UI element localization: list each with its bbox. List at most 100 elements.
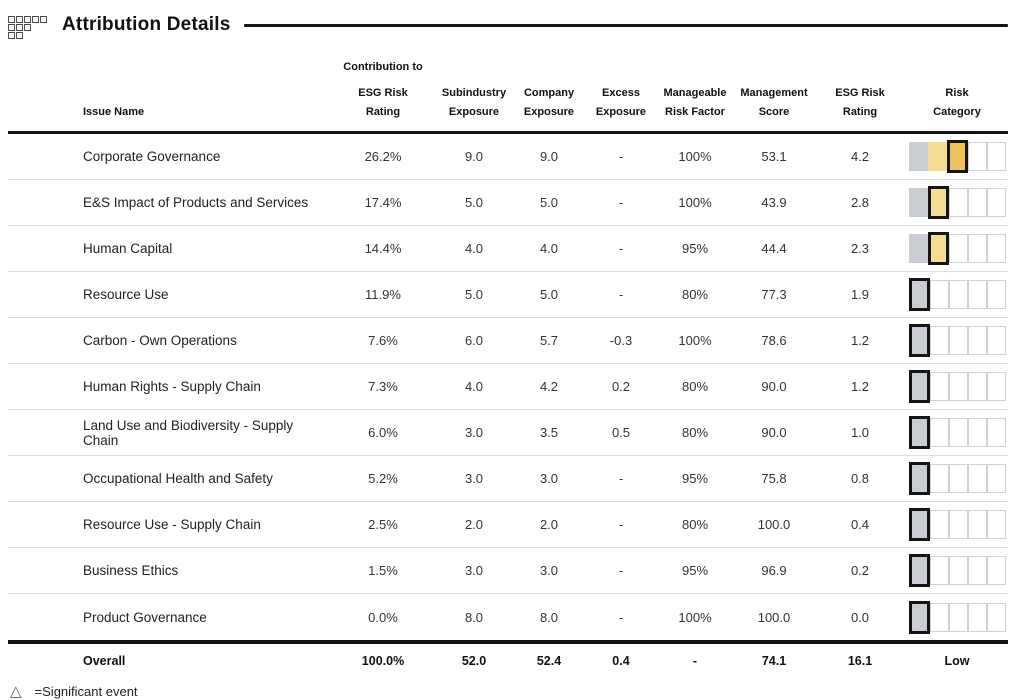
company-exposure-value: 5.0 (539, 287, 559, 302)
manageable-risk-factor-value: 95% (681, 471, 709, 486)
issue-name: Resource Use - Supply Chain (83, 517, 261, 532)
company-exposure-value: 4.2 (539, 379, 559, 394)
table-row: Occupational Health and Safety 5.2% 3.0 … (8, 456, 1008, 502)
subindustry-exposure-value: 2.0 (464, 517, 484, 532)
manageable-risk-factor-value: 100% (678, 195, 712, 210)
contribution-value: 11.9% (365, 287, 401, 302)
risk-category-indicator (906, 324, 1008, 357)
risk-level-box (948, 326, 968, 355)
risk-level-box (929, 556, 949, 585)
risk-level-box (986, 556, 1006, 585)
risk-level-box (929, 418, 949, 447)
triangle-icon: △ (10, 682, 22, 700)
title-rule (244, 23, 1008, 27)
risk-category-indicator (906, 508, 1008, 541)
overall-manageable-risk-factor-value: - (692, 654, 698, 668)
esg-risk-rating-value: 1.2 (850, 333, 870, 348)
risk-category-indicator (906, 140, 1008, 173)
risk-level-box (929, 510, 949, 539)
company-exposure-value: 5.0 (539, 195, 559, 210)
risk-level-box (948, 556, 968, 585)
risk-level-box (967, 188, 987, 217)
subindustry-exposure-value: 5.0 (464, 287, 484, 302)
manageable-risk-factor-value: 100% (678, 333, 712, 348)
risk-level-box (986, 280, 1006, 309)
risk-level-box (948, 602, 968, 632)
overall-esg-risk-rating-value: 16.1 (847, 654, 873, 668)
risk-level-box (908, 370, 930, 403)
risk-level-box (927, 186, 949, 219)
risk-level-box (929, 372, 949, 401)
risk-level-box (929, 326, 949, 355)
risk-level-box (929, 602, 949, 632)
risk-level-box (967, 372, 987, 401)
risk-level-box (967, 418, 987, 447)
manageable-risk-factor-value: 80% (681, 517, 709, 532)
overall-label: Overall (83, 654, 126, 668)
risk-category-indicator (906, 462, 1008, 495)
manageable-risk-factor-value: 100% (678, 609, 712, 625)
manageable-risk-factor-value: 80% (681, 425, 709, 440)
subindustry-exposure-value: 4.0 (464, 379, 484, 394)
esg-risk-rating-value: 0.4 (850, 517, 870, 532)
table-row: Product Governance 0.0% 8.0 8.0 - 100% 1… (8, 594, 1008, 640)
overall-row: Overall 100.0% 52.0 52.4 0.4 - 74.1 16.1… (8, 640, 1008, 678)
esg-risk-rating-value: 4.2 (850, 149, 870, 164)
overall-management-score-value: 74.1 (761, 654, 787, 668)
issue-name: Occupational Health and Safety (83, 471, 273, 486)
management-score-value: 90.0 (761, 425, 787, 440)
risk-level-box (986, 602, 1006, 632)
overall-risk-category-value: Low (944, 654, 970, 668)
table-grid-icon (8, 15, 47, 39)
management-score-value: 77.3 (761, 287, 787, 302)
risk-level-box (908, 416, 930, 449)
risk-level-box (908, 142, 928, 171)
excess-exposure-value: - (618, 241, 624, 256)
excess-exposure-value: 0.2 (611, 379, 631, 394)
issue-name: Resource Use (83, 287, 169, 302)
risk-level-box (908, 600, 930, 634)
company-exposure-value: 5.7 (539, 333, 559, 348)
risk-level-box (986, 418, 1006, 447)
table-row: Land Use and Biodiversity - Supply Chain… (8, 410, 1008, 456)
excess-exposure-value: - (618, 471, 624, 486)
contribution-value: 6.0% (368, 425, 398, 440)
risk-level-box (927, 142, 947, 171)
subindustry-exposure-value: 5.0 (464, 195, 484, 210)
esg-risk-rating-value: 0.2 (850, 563, 870, 578)
risk-level-box (927, 232, 949, 265)
issue-name: Land Use and Biodiversity - Supply Chain (83, 417, 294, 448)
subindustry-exposure-value: 8.0 (464, 609, 484, 625)
esg-risk-rating-value: 2.3 (850, 241, 870, 256)
esg-risk-rating-value: 1.2 (850, 379, 870, 394)
issue-name: Carbon - Own Operations (83, 333, 237, 348)
table-row: Corporate Governance 26.2% 9.0 9.0 - 100… (8, 134, 1008, 180)
manageable-risk-factor-value: 80% (681, 287, 709, 302)
risk-level-box (908, 324, 930, 357)
subindustry-exposure-value: 9.0 (464, 149, 484, 164)
col-header-issue-name: Issue Name (83, 106, 145, 118)
company-exposure-value: 4.0 (539, 241, 559, 256)
company-exposure-value: 3.5 (539, 425, 559, 440)
overall-company-exposure-value: 52.4 (536, 654, 562, 668)
management-score-value: 44.4 (761, 241, 787, 256)
col-header-excess-exposure: Excess Exposure (595, 87, 647, 118)
table-header: Issue Name Contribution to ESG Risk Rati… (8, 42, 1008, 134)
subindustry-exposure-value: 3.0 (464, 471, 484, 486)
risk-level-box (986, 234, 1006, 263)
col-header-contribution: Contribution to ESG Risk Rating (343, 61, 423, 118)
risk-category-indicator (906, 232, 1008, 265)
excess-exposure-value: -0.3 (609, 333, 633, 348)
risk-level-box (967, 234, 987, 263)
risk-level-box (967, 510, 987, 539)
risk-category-indicator (906, 416, 1008, 449)
contribution-value: 2.5% (368, 517, 398, 532)
col-header-subindustry-exposure: Subindustry Exposure (441, 87, 507, 118)
issue-name: Corporate Governance (83, 149, 221, 164)
excess-exposure-value: - (618, 609, 624, 625)
overall-excess-exposure-value: 0.4 (612, 654, 630, 668)
excess-exposure-value: - (618, 149, 624, 164)
title-bar: Attribution Details (8, 8, 1008, 42)
risk-level-box (986, 188, 1006, 217)
